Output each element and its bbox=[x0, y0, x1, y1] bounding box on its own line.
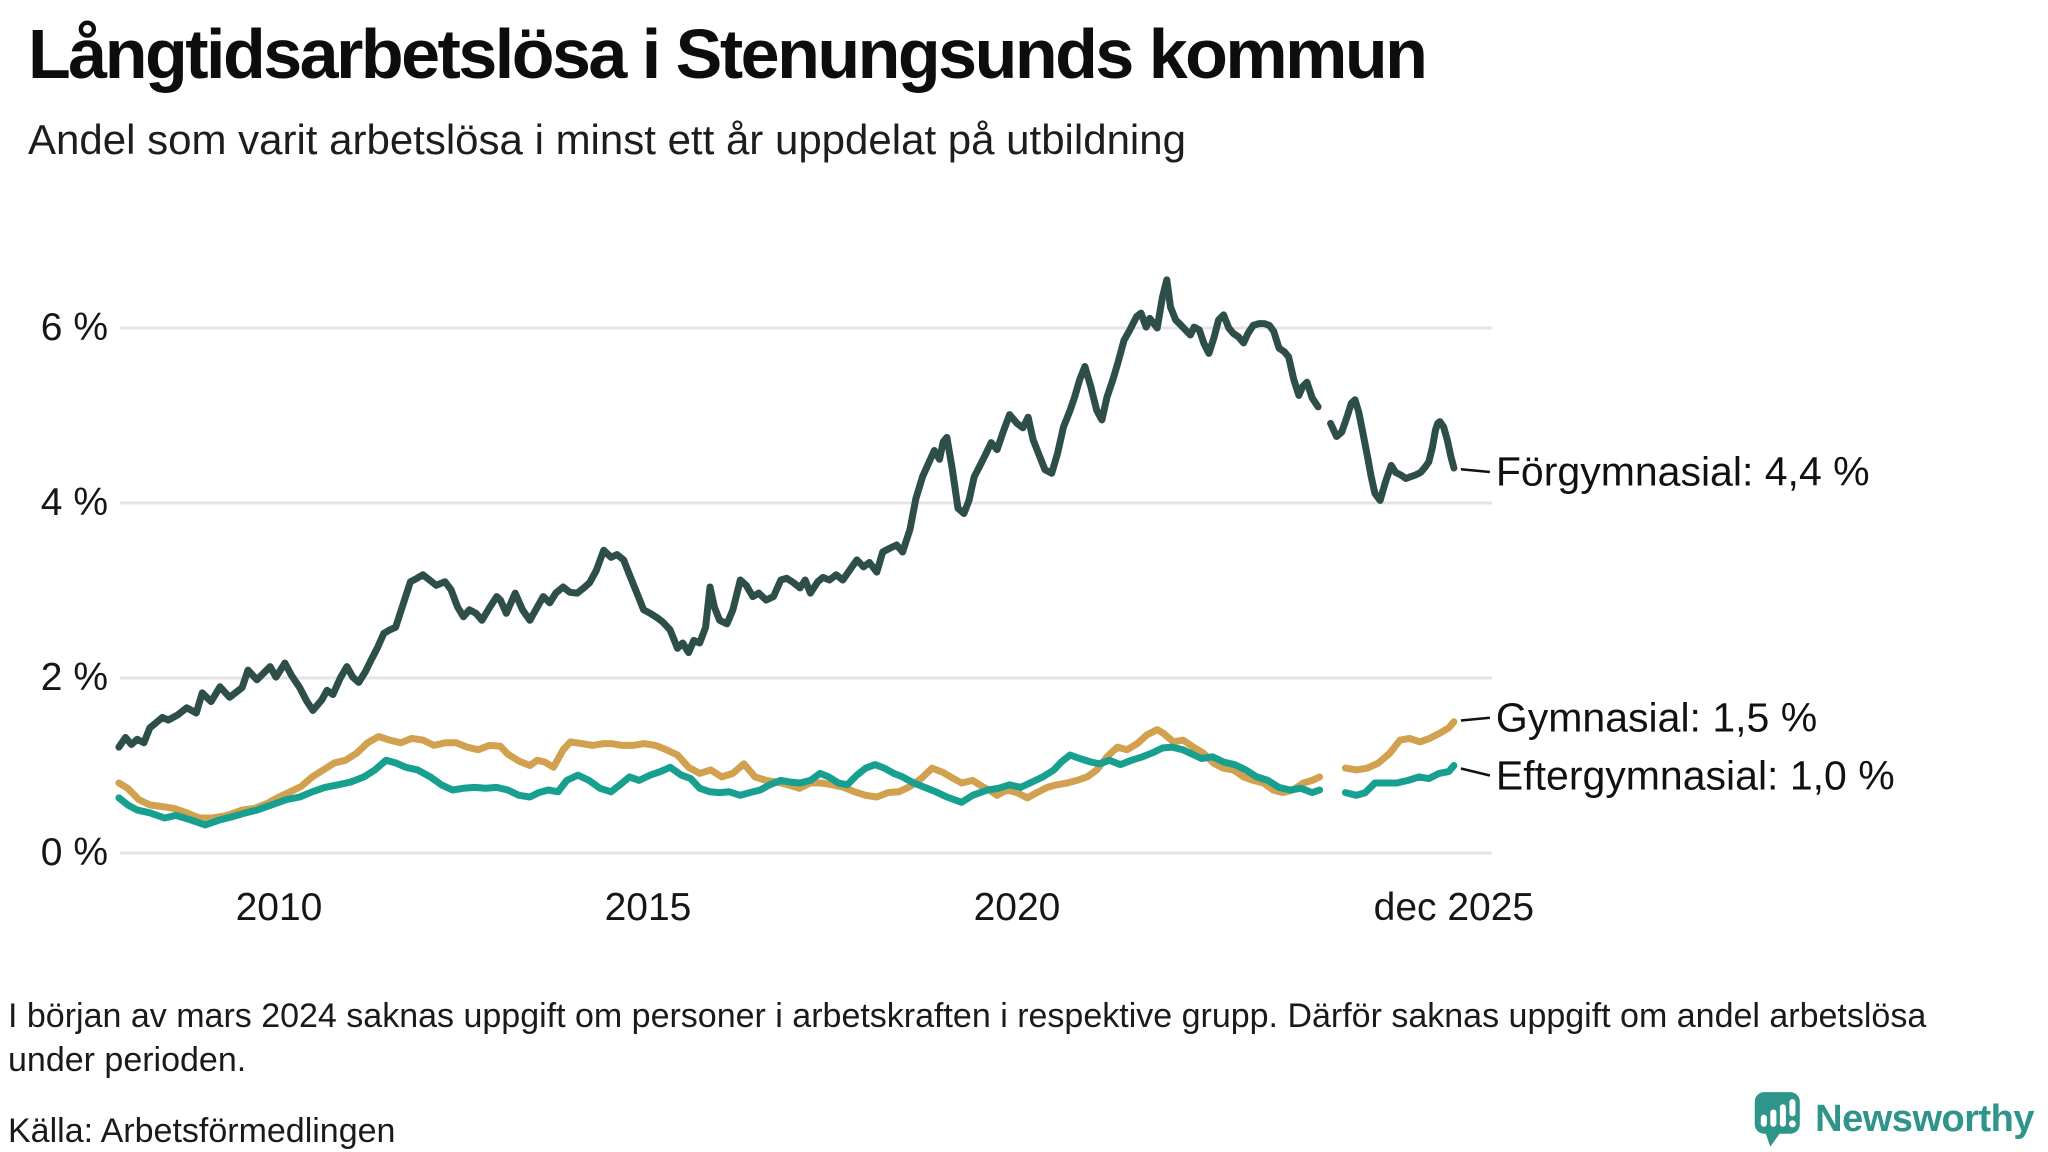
y-tick-label: 6 % bbox=[40, 306, 108, 349]
series-label-eftergymnasial: Eftergymnasial: 1,0 % bbox=[1495, 752, 1895, 798]
chart-subtitle: Andel som varit arbetslösa i minst ett å… bbox=[28, 116, 1186, 163]
series-line-eftergymnasial bbox=[115, 743, 1458, 829]
y-tick-label: 0 % bbox=[40, 831, 108, 874]
series-label-gymnasial: Gymnasial: 1,5 % bbox=[1495, 694, 1818, 741]
x-tick-label: 2010 bbox=[235, 886, 323, 929]
y-tick-label: 4 % bbox=[40, 481, 108, 524]
chart-title: Långtidsarbetslösa i Stenungsunds kommun bbox=[28, 15, 1428, 93]
series-label-förgymnasial: Förgymnasial: 4,4 % bbox=[1495, 448, 1870, 495]
footnote: I början av mars 2024 saknas uppgift om … bbox=[8, 995, 1998, 1082]
newsworthy-bubble-chart-icon bbox=[1754, 1092, 1800, 1147]
series-line-förgymnasial bbox=[115, 276, 1458, 751]
label-connector bbox=[1460, 467, 1491, 474]
label-connector bbox=[1460, 716, 1491, 722]
newsworthy-logo: Newsworthy bbox=[1753, 1090, 2034, 1148]
x-tick-label: dec 2025 bbox=[1373, 886, 1535, 929]
footnote-line1: I början av mars 2024 saknas uppgift om … bbox=[8, 997, 1668, 1035]
source-note: Källa: Arbetsförmedlingen bbox=[8, 1112, 396, 1150]
footnote-line2: andel arbetslösa under perioden. bbox=[8, 997, 1927, 1079]
label-connector bbox=[1460, 767, 1491, 777]
x-tick-label: 2015 bbox=[604, 886, 692, 929]
y-tick-label: 2 % bbox=[40, 656, 108, 699]
series-line-gymnasial bbox=[115, 718, 1458, 822]
newsworthy-wordmark: Newsworthy bbox=[1815, 1097, 2034, 1140]
x-tick-label: 2020 bbox=[973, 886, 1061, 929]
